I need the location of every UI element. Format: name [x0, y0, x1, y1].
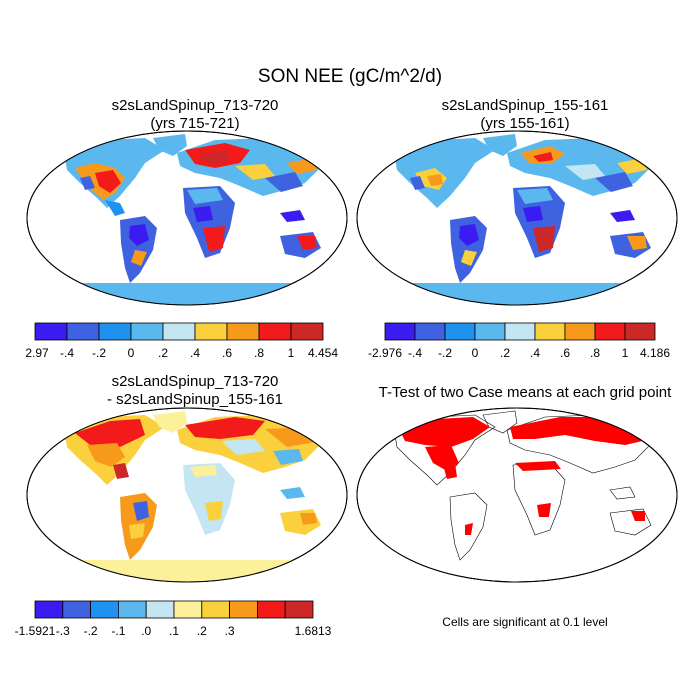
colorbar-tick-label: 1 [288, 346, 295, 360]
colorbar-box [162, 322, 196, 341]
colorbar-tick-label: .2 [197, 624, 207, 638]
panel-title-ttest: T-Test of two Case means at each grid po… [355, 384, 695, 401]
colorbar-box [98, 322, 132, 341]
panel-title-line2: (yrs 155-161) [480, 115, 570, 132]
panel-title-line2: (yrs 715-721) [150, 115, 240, 132]
colorbar-box [258, 322, 292, 341]
colorbar-tick-label: -.4 [60, 346, 74, 360]
map-case1 [26, 130, 348, 306]
colorbar-box [564, 322, 596, 341]
colorbar-tick-label: -.2 [84, 624, 98, 638]
colorbar-box [226, 322, 260, 341]
colorbar-box [62, 600, 91, 619]
colorbar-box [34, 322, 68, 341]
colorbar-tick-label: -.4 [408, 346, 422, 360]
colorbar-box [145, 600, 175, 619]
panel-title-case1: s2sLandSpinup_713-720 (yrs 715-721) [45, 97, 345, 133]
colorbar-box [504, 322, 536, 341]
significance-note: Cells are significant at 0.1 level [442, 615, 608, 629]
colorbar-case1: -2.97 -.4 -.2 0 .2 .4 .6 .8 1 4.454 [25, 322, 338, 360]
colorbar-box [66, 322, 100, 341]
colorbar-box [201, 600, 231, 619]
colorbar-tick-label: .2 [158, 346, 168, 360]
colorbar-box [173, 600, 203, 619]
colorbar-tick-label: .8 [254, 346, 264, 360]
colorbar-box [256, 600, 286, 619]
panel-title-line1: T-Test of two Case means at each grid po… [378, 384, 672, 401]
colorbar-tick-label: 4.454 [308, 346, 338, 360]
colorbar-box [414, 322, 446, 341]
colorbar-box [384, 322, 416, 341]
colorbar-tick-label: -2.976 [368, 346, 402, 360]
map-ttest [356, 407, 678, 583]
colorbar-tick-label: .3 [225, 624, 235, 638]
colorbar-box [194, 322, 228, 341]
panel-title-case2: s2sLandSpinup_155-161 (yrs 155-161) [375, 97, 675, 133]
colorbar-box [624, 322, 656, 341]
panel-title-line1: s2sLandSpinup_713-720 [111, 97, 279, 114]
colorbar-tick-label: -2.97 [25, 346, 49, 360]
colorbar-tick-label: 1 [622, 346, 629, 360]
colorbar-tick-label: 0 [128, 346, 135, 360]
map-case2 [356, 130, 678, 306]
colorbar-tick-label: 4.186 [640, 346, 670, 360]
map-diff [26, 407, 348, 583]
colorbar-tick-label: -.2 [438, 346, 452, 360]
colorbar-case2: -2.976 -.4 -.2 0 .2 .4 .6 .8 1 4.186 [368, 322, 670, 360]
colorbar-tick-label: .6 [222, 346, 232, 360]
panel-title-diff: s2sLandSpinup_713-720 - s2sLandSpinup_15… [45, 373, 345, 409]
significant-cells [400, 417, 651, 535]
colorbar-tick-label: -.3 [56, 624, 70, 638]
colorbar-box [474, 322, 506, 341]
colorbar-tick-label: .2 [500, 346, 510, 360]
colorbar-tick-label: .1 [169, 624, 179, 638]
colorbar-box [90, 600, 119, 619]
colorbar-box [594, 322, 626, 341]
colorbar-box [130, 322, 164, 341]
colorbar-box [534, 322, 566, 341]
colorbar-box [444, 322, 476, 341]
colorbar-box [229, 600, 258, 619]
colorbar-box [284, 600, 314, 619]
figure-title: SON NEE (gC/m^2/d) [257, 66, 443, 87]
colorbar-tick-label: -.2 [92, 346, 106, 360]
colorbar-box [34, 600, 64, 619]
colorbar-tick-label: 0 [472, 346, 479, 360]
colorbar-tick-label: .6 [560, 346, 570, 360]
panel-title-line2: - s2sLandSpinup_155-161 [107, 391, 283, 408]
colorbar-tick-label: -1.5921 [15, 624, 56, 638]
panel-title-line1: s2sLandSpinup_713-720 [111, 373, 279, 390]
colorbar-diff: -1.5921 -.3 -.2 -.1 .0 .1 .2 .3 1.6813 [15, 600, 332, 638]
colorbar-tick-label: .4 [190, 346, 200, 360]
panel-title-line1: s2sLandSpinup_155-161 [441, 97, 609, 114]
colorbar-tick-label: -.1 [111, 624, 125, 638]
colorbar-box [118, 600, 147, 619]
colorbar-tick-label: .0 [141, 624, 151, 638]
colorbar-tick-label: .4 [530, 346, 540, 360]
colorbar-box [290, 322, 324, 341]
colorbar-tick-label: 1.6813 [295, 624, 332, 638]
colorbar-tick-label: .8 [590, 346, 600, 360]
